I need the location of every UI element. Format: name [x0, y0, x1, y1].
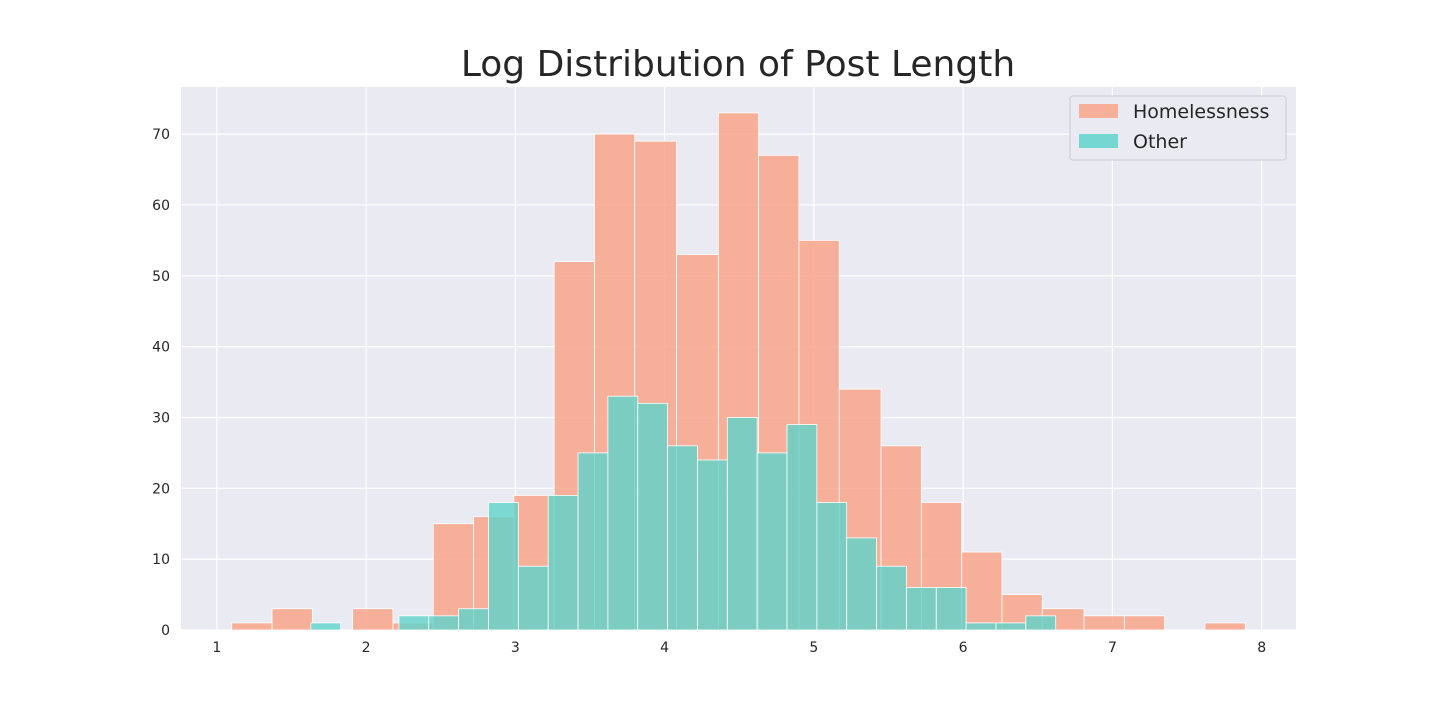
y-tick-label: 40	[152, 340, 170, 356]
bars	[231, 112, 1246, 631]
bar-other	[428, 615, 460, 631]
tick-labels: 1 2 3 4 5 6 7 8 0 10 20 30 40 50 60 70	[152, 127, 1266, 656]
bar-other	[786, 424, 818, 631]
bar-homelessness	[352, 608, 394, 631]
legend-label-other: Other	[1133, 131, 1187, 153]
bar-other	[310, 622, 342, 631]
bar-other	[637, 402, 668, 631]
y-tick-label: 70	[152, 127, 170, 143]
bar-other	[488, 502, 519, 631]
x-tick-label: 4	[660, 640, 669, 656]
x-tick-label: 5	[809, 640, 818, 656]
bar-other	[995, 622, 1027, 631]
bar-other	[577, 452, 609, 631]
bar-other	[876, 565, 907, 631]
x-tick-label: 1	[212, 640, 221, 656]
x-tick-label: 6	[959, 640, 968, 656]
y-tick-label: 0	[161, 623, 170, 639]
bar-other	[667, 445, 698, 631]
bar-other	[846, 537, 877, 631]
bar-other	[458, 608, 489, 631]
bar-other	[816, 502, 848, 631]
y-tick-label: 20	[152, 481, 170, 497]
y-tick-label: 10	[152, 552, 170, 568]
bar-other	[726, 417, 758, 631]
y-tick-label: 60	[152, 198, 170, 214]
bar-other	[517, 565, 549, 631]
legend-box	[1069, 95, 1287, 161]
x-tick-label: 3	[511, 640, 520, 656]
bar-other	[697, 459, 728, 631]
bar-other	[965, 622, 997, 631]
bar-homelessness	[1123, 615, 1166, 631]
chart-title: Log Distribution of Post Length	[460, 44, 1016, 85]
bar-other	[906, 587, 937, 631]
x-tick-label: 8	[1257, 640, 1266, 656]
bar-other	[935, 587, 967, 631]
bar-homelessness	[271, 608, 313, 631]
bar-homelessness	[231, 622, 273, 631]
legend-swatch-homelessness	[1079, 104, 1118, 118]
bar-other	[1025, 615, 1057, 631]
bar-homelessness	[1083, 615, 1125, 631]
legend-label-homelessness: Homelessness	[1133, 101, 1269, 123]
bar-homelessness	[961, 551, 1003, 631]
y-tick-label: 50	[152, 269, 170, 285]
bar-other	[756, 452, 788, 631]
bar-other	[398, 615, 430, 631]
bar-other	[607, 395, 639, 631]
bar-other	[547, 495, 579, 631]
x-tick-label: 7	[1108, 640, 1117, 656]
y-tick-label: 30	[152, 410, 170, 426]
x-tick-label: 2	[362, 640, 371, 656]
legend-swatch-other	[1079, 134, 1118, 148]
bar-homelessness	[1204, 622, 1246, 631]
legend: Homelessness Other	[1069, 95, 1287, 161]
